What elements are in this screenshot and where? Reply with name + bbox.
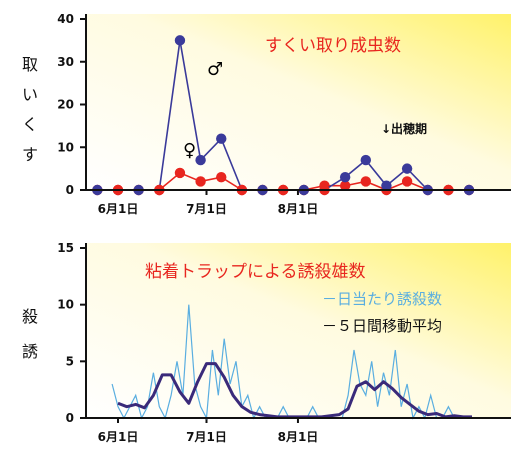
female-point [195,176,206,187]
upper-annotation: ↓出穂期 [381,121,427,136]
upper-y-ticks: 0 10 20 30 40 [57,12,86,197]
upper-x-ticks: 6月1日 7月1日 8月1日 [98,190,319,216]
upper-xtick-label: 7月1日 [186,202,227,216]
upper-ylabel-char-2: い [22,85,38,104]
upper-ytick-label: 40 [57,12,74,26]
female-point [174,167,186,179]
upper-ylabel-char-1: く [22,115,38,134]
female-point [401,176,413,187]
male-point [339,171,351,183]
upper-ylabel-char-3: 取 [22,55,38,74]
moving-average-line [117,362,472,419]
upper-ytick-label: 30 [57,55,74,69]
upper-ylabel-char-0: す [22,145,38,164]
lower-xtick-label: 8月1日 [278,430,319,444]
lower-ytick-label: 5 [66,354,74,368]
female-point [360,176,371,187]
male-point [381,180,392,191]
male-point [360,154,371,166]
legend-moving-average: －５日間移動平均 [322,317,442,335]
upper-ytick-label: 10 [57,140,74,154]
upper-ytick-label: 0 [66,183,74,197]
upper-female-label: ♀ [183,140,196,161]
lower-ylabel-char-1: 殺 [22,307,38,326]
upper-ytick-label: 20 [57,98,74,112]
lower-y-ticks: 0 5 10 15 [57,241,86,425]
female-point [216,171,227,183]
male-point [401,163,413,174]
lower-chart: 誘 殺 0 5 10 15 6月1日 7月1日 8月1日 粘着トラップによる誘殺雄数 －日… [22,241,511,444]
male-point [216,133,227,144]
upper-title: すくい取り成虫数 [265,36,401,56]
lower-xtick-label: 6月1日 [98,430,139,444]
legend-daily: －日当たり誘殺数 [322,290,442,308]
upper-male-label: ♂ [207,59,223,80]
upper-xtick-label: 8月1日 [278,202,319,216]
lower-ytick-label: 10 [57,298,74,312]
lower-ytick-label: 15 [57,241,74,255]
upper-plot-area [86,14,511,190]
male-point [174,35,186,46]
lower-ytick-label: 0 [66,411,74,425]
male-point [195,154,206,166]
female-point [339,180,351,191]
lower-ylabel-char-0: 誘 [22,342,38,361]
upper-xtick-label: 6月1日 [98,202,139,216]
lower-xtick-label: 7月1日 [186,430,227,444]
lower-title: 粘着トラップによる誘殺雄数 [145,262,366,282]
lower-x-ticks: 6月1日 7月1日 8月1日 [98,418,319,444]
